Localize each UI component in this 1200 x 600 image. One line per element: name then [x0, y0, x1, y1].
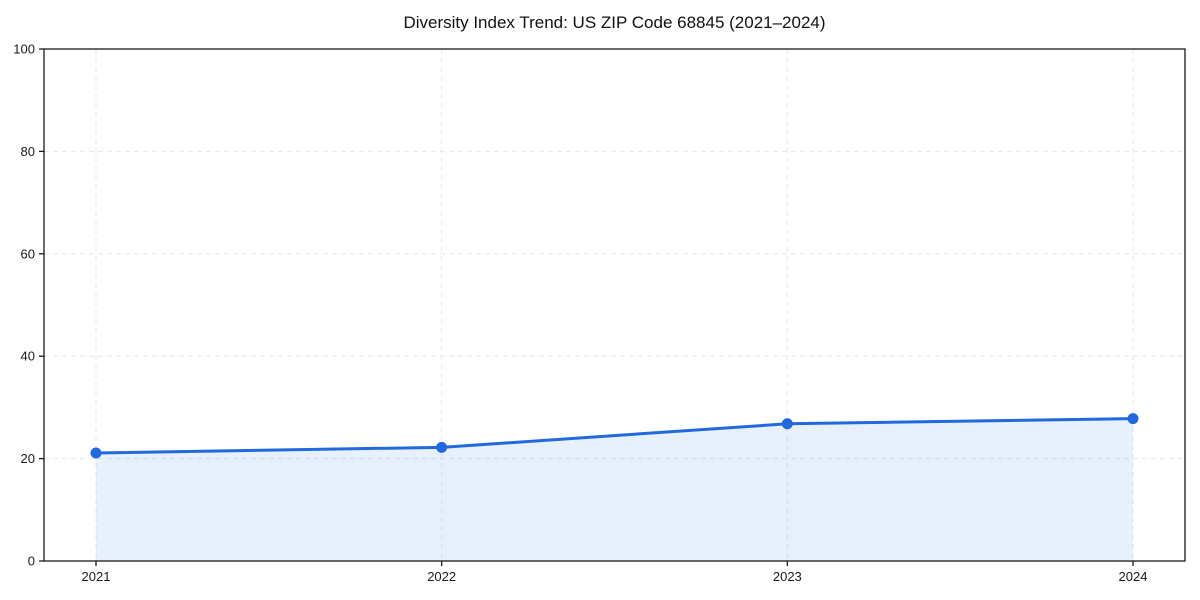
y-axis-tick-label: 60: [21, 246, 35, 261]
x-axis-tick-label: 2021: [82, 569, 111, 584]
trend-line: [94, 417, 1135, 455]
data-point-marker: [90, 447, 102, 459]
y-axis-tick-label: 40: [21, 349, 35, 364]
area-fill: [96, 418, 1133, 561]
data-point-marker: [1127, 413, 1139, 425]
plot-border: [43, 48, 1186, 562]
chart-title: Diversity Index Trend: US ZIP Code 68845…: [403, 13, 826, 32]
x-axis-tick-label: 2024: [1119, 569, 1148, 584]
y-axis-tick-label: 20: [21, 451, 35, 466]
x-axis-tick-label: 2022: [427, 569, 456, 584]
y-axis-tick-label: 0: [28, 554, 35, 569]
y-axis-tick-label: 100: [13, 42, 35, 57]
data-point-marker: [781, 418, 793, 430]
y-axis-tick-label: 80: [21, 144, 35, 159]
data-point-marker: [436, 441, 448, 453]
x-axis-tick-label: 2023: [773, 569, 802, 584]
